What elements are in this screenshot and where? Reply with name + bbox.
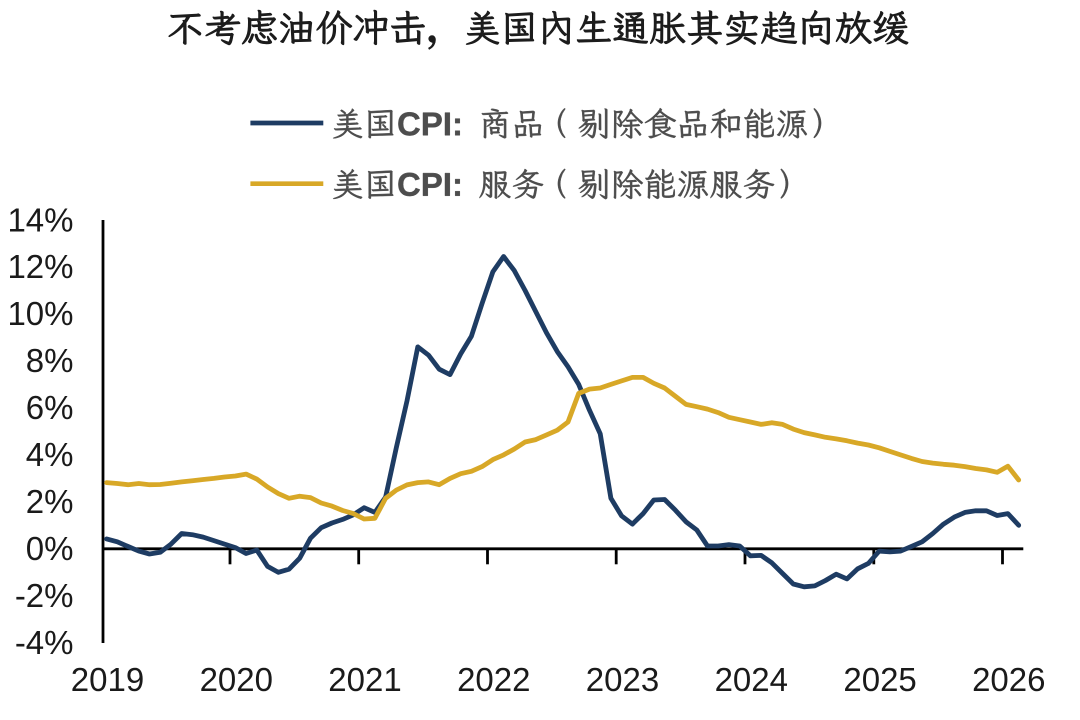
svg-text:8%: 8%	[26, 342, 74, 379]
svg-text:-2%: -2%	[15, 577, 74, 614]
svg-text:2019: 2019	[71, 661, 144, 698]
svg-text:4%: 4%	[26, 436, 74, 473]
svg-text:2026: 2026	[972, 661, 1045, 698]
svg-text:-4%: -4%	[15, 624, 74, 661]
svg-text:2021: 2021	[328, 661, 401, 698]
svg-text:0%: 0%	[26, 530, 74, 567]
svg-text:2020: 2020	[200, 661, 273, 698]
svg-text:14%: 14%	[7, 201, 73, 238]
svg-text:2022: 2022	[457, 661, 530, 698]
svg-text:6%: 6%	[26, 389, 74, 426]
svg-text:2023: 2023	[586, 661, 659, 698]
svg-text:2%: 2%	[26, 483, 74, 520]
svg-text:10%: 10%	[7, 295, 73, 332]
svg-text:2025: 2025	[843, 661, 916, 698]
svg-text:12%: 12%	[7, 248, 73, 285]
svg-text:2024: 2024	[715, 661, 788, 698]
